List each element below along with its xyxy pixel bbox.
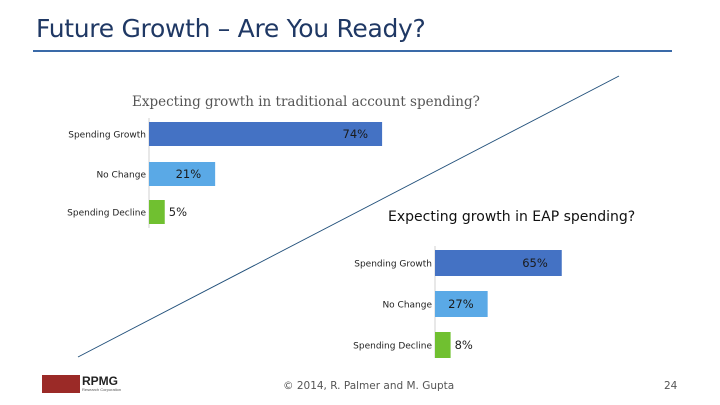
chart-1-category-label: No Change [96,171,146,181]
chart-1-category-label: Spending Growth [68,131,146,141]
chart-1-data-label: 21% [176,167,202,181]
page-number: 24 [664,380,678,392]
title-underline [33,50,672,52]
chart-1-title: Expecting growth in traditional account … [132,94,480,110]
chart-1-bar [149,200,165,224]
logo-mark [42,375,80,393]
chart-2-category-label: No Change [382,301,432,311]
chart-2-bar [435,332,451,358]
chart-2-category-label: Spending Decline [353,342,432,352]
slide-title: Future Growth – Are You Ready? [36,14,426,43]
chart-2-bar [435,291,488,317]
chart-1-category-label: Spending Decline [67,209,146,219]
chart-2-data-label: 27% [448,297,474,311]
chart-2-data-label: 8% [455,338,473,352]
chart-2-data-label: 65% [522,256,548,270]
chart-2-bar [435,250,562,276]
logo-text: RPMG [82,374,118,388]
logo-subtext: Research Corporation [82,387,122,392]
chart-1-data-label: 5% [169,205,187,219]
footer-copyright: © 2014, R. Palmer and M. Gupta [283,380,455,392]
rpmg-logo: RPMG Research Corporation [42,374,134,395]
chart-1-bar [149,162,216,186]
chart-1-bar [149,122,383,146]
chart-1-data-label: 74% [343,127,369,141]
chart-2-category-label: Spending Growth [354,260,432,270]
chart-2-title: Expecting growth in EAP spending? [388,209,636,225]
